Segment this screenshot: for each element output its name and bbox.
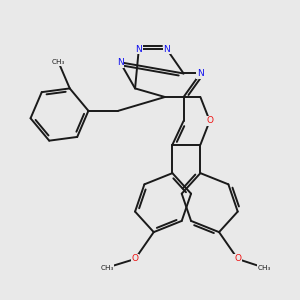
Text: CH₃: CH₃: [257, 265, 271, 271]
Text: O: O: [206, 116, 213, 125]
Text: CH₃: CH₃: [100, 265, 114, 271]
Text: N: N: [117, 58, 124, 67]
Text: O: O: [234, 254, 241, 263]
Text: N: N: [164, 45, 170, 54]
Text: CH₃: CH₃: [52, 59, 65, 65]
Text: O: O: [132, 254, 139, 263]
Text: N: N: [135, 45, 142, 54]
Text: N: N: [197, 69, 204, 78]
